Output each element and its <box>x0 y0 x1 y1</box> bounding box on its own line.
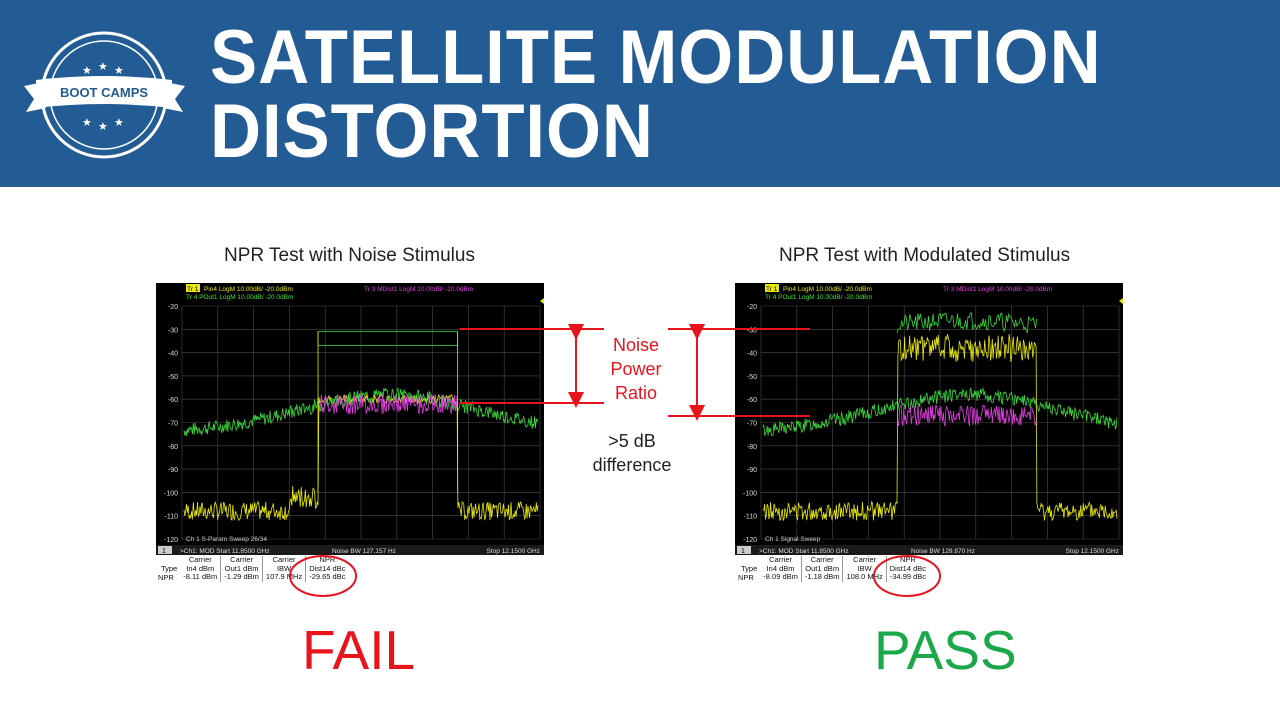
status-bar <box>735 545 1123 555</box>
trace1-label: Pin4 LogM 10.00dB/ -20.0dBm <box>204 286 293 293</box>
trace-pin4 <box>762 333 1118 522</box>
ref-marker <box>540 298 544 304</box>
tr1-badge-text: Tr 1 <box>187 286 199 293</box>
y-tick-label: -60 <box>168 397 178 404</box>
y-tick-label: -20 <box>747 304 757 311</box>
y-tick-label: -80 <box>747 444 757 451</box>
page-title-line-2: DISTORTION <box>210 89 654 174</box>
noise-bw: Noise BW 129.870 Hz <box>911 548 975 555</box>
y-tick-label: -120 <box>743 537 757 544</box>
trace4-label: Tr 4 POut1 LogM 10.00dB/ -20.0dBm <box>765 294 872 301</box>
npr-label-text: Noise Power Ratio <box>610 335 662 403</box>
noise-power-ratio-label: Noise Power Ratio <box>591 333 681 405</box>
svg-text:★: ★ <box>98 120 108 133</box>
trace-pout1 <box>183 387 539 437</box>
y-tick-label: -90 <box>168 467 178 474</box>
ref-marker <box>1119 298 1123 304</box>
sweep-label: Ch 1 Signal Sweep <box>765 536 821 543</box>
channel-badge-text: 1 <box>162 548 166 555</box>
difference-label: >5 dB difference <box>592 431 672 475</box>
svg-text:★: ★ <box>98 60 108 73</box>
header-banner: ★ ★ ★ ★ ★ ★ BOOT CAMPS SATELLITE MODULAT… <box>0 0 1280 187</box>
left-panel-title: NPR Test with Noise Stimulus <box>224 245 475 266</box>
left-measurement-table: Type Carrier In4 dBm Carrier Out1 dBm Carr… <box>158 555 349 582</box>
y-tick-label: -120 <box>164 537 178 544</box>
y-tick-label: -70 <box>747 421 757 428</box>
table-row: -8.09 dBm -1.18 dBm 108.0 MHz -34.99 dBc <box>738 572 930 582</box>
y-tick-label: -70 <box>168 421 178 428</box>
right-measurement-table: Type Carrier In4 dBm Carrier Out1 dBm Carr… <box>738 555 930 582</box>
y-tick-label: -40 <box>747 351 757 358</box>
tr1-badge <box>765 284 779 292</box>
carrier-band-edges <box>317 331 459 493</box>
start-freq: >Ch1: MOD Start 11.8500 GHz <box>759 548 849 555</box>
start-freq: >Ch1: MOD Start 11.8500 GHz <box>180 548 270 555</box>
y-tick-label: -50 <box>747 374 757 381</box>
y-tick-label: -30 <box>747 327 757 334</box>
y-tick-label: -100 <box>164 490 178 497</box>
y-tick-label: -100 <box>743 490 757 497</box>
svg-text:★: ★ <box>82 116 92 129</box>
y-tick-label: -40 <box>168 351 178 358</box>
noise-bw: Noise BW 127.157 Hz <box>332 548 396 555</box>
trace3-label: Tr 3 MDist1 LogM 10.00dB/ -20.0dBm <box>364 286 473 293</box>
trace1-label: Pin4 LogM 10.00dB/ -20.0dBm <box>783 286 872 293</box>
y-tick-label: -50 <box>168 374 178 381</box>
status-bar <box>156 545 544 555</box>
fail-result: FAIL <box>302 619 416 681</box>
sweep-label: Ch 1 S-Param Sweep 26/34 <box>186 536 267 543</box>
stop-freq: Stop 12.1500 GHz <box>1066 548 1119 555</box>
right-panel-title: NPR Test with Modulated Stimulus <box>779 245 1071 266</box>
boot-camps-logo: ★ ★ ★ ★ ★ ★ BOOT CAMPS <box>24 31 185 159</box>
y-tick-label: -110 <box>165 514 179 521</box>
svg-text:★: ★ <box>114 116 124 129</box>
trace-pout1-carrier <box>896 312 1038 334</box>
svg-text:★: ★ <box>114 64 124 77</box>
row-label: NPR <box>738 573 754 582</box>
tr1-badge <box>186 284 200 292</box>
y-tick-label: -20 <box>168 304 178 311</box>
svg-text:★: ★ <box>82 64 92 77</box>
y-tick-label: -60 <box>747 397 757 404</box>
channel-badge-text: 1 <box>741 548 745 555</box>
logo-text: BOOT CAMPS <box>60 85 148 100</box>
trace3-label: Tr 3 MDist1 LogM 10.00dB/ -20.0dBm <box>943 286 1052 293</box>
trace-mdist1 <box>897 404 1037 428</box>
tr1-badge-text: Tr 1 <box>766 286 778 293</box>
trace-pout1 <box>762 386 1118 436</box>
type-label: Type <box>741 563 758 573</box>
table-row: -8.11 dBm -1.29 dBm 107.9 MHz -29.65 dBc <box>158 572 349 582</box>
y-tick-label: -30 <box>168 327 178 334</box>
right-npr-highlight-ellipse <box>873 555 941 597</box>
left-npr-highlight-ellipse <box>289 555 357 597</box>
type-label: Type <box>161 563 178 573</box>
y-tick-label: -90 <box>747 467 757 474</box>
y-tick-label: -110 <box>744 514 758 521</box>
page-title-line-1: SATELLITE MODULATION <box>210 15 1102 100</box>
pass-result: PASS <box>874 619 1017 681</box>
channel-badge <box>737 546 751 554</box>
y-tick-label: -80 <box>168 444 178 451</box>
stop-freq: Stop 12.1500 GHz <box>487 548 540 555</box>
row-label: NPR <box>158 573 174 582</box>
trace4-label: Tr 4 POut1 LogM 10.00dB/ -20.0dBm <box>186 294 293 301</box>
channel-badge <box>158 546 172 554</box>
trace-mdist1 <box>318 393 458 415</box>
